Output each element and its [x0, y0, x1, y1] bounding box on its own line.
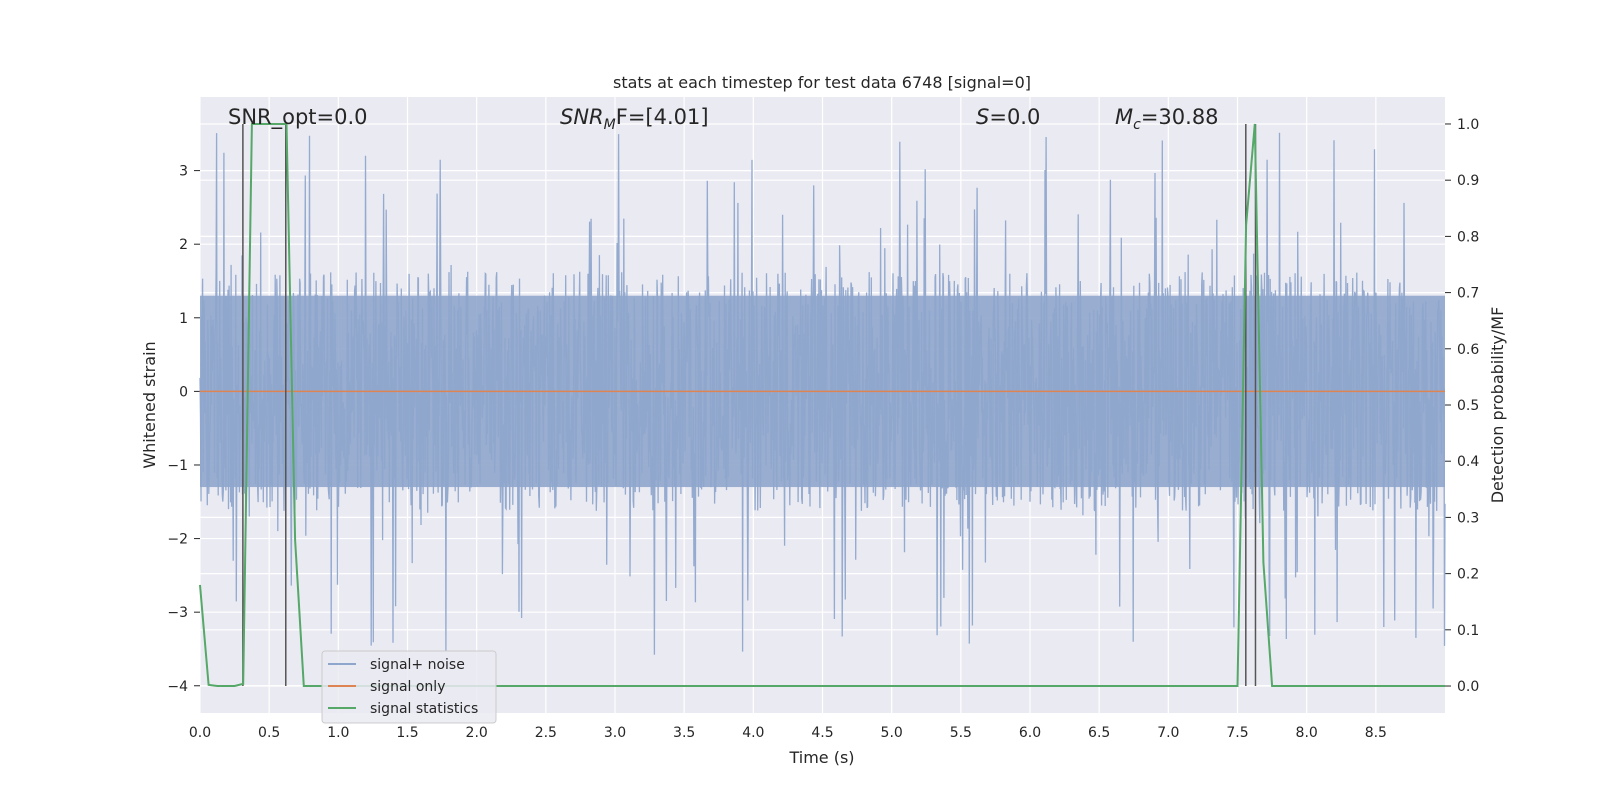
legend-label-signal-statistics: signal statistics: [370, 701, 478, 717]
y-right-tick-label: 0.2: [1457, 567, 1479, 583]
y-right-tick-label: 0.8: [1457, 229, 1479, 245]
legend-box: [321, 650, 497, 724]
y-right-tick-label: 0.6: [1457, 342, 1479, 358]
y-right-tick-label: 0.4: [1457, 454, 1479, 470]
y-tick-label: 0: [179, 384, 188, 400]
y-right-tick-labels: 1.0 0.9 0.8 0.7 0.6 0.5 0.4 0.3 0.2 0.1 0.0: [1457, 117, 1479, 695]
y-tick-label: −2: [167, 532, 188, 548]
y-right-axis-label: Detection probability/MF: [1488, 307, 1507, 504]
x-tick-label: 1.5: [396, 725, 418, 741]
annotation-s: S=0.0: [976, 105, 1040, 129]
x-axis-label: Time (s): [788, 748, 854, 767]
y-right-tick-label: 1.0: [1457, 117, 1479, 133]
x-tick-label: 5.0: [881, 725, 903, 741]
annotation-mc-rest: =30.88: [1141, 105, 1219, 129]
x-tick-label: 5.5: [950, 725, 972, 741]
x-tick-label: 7.0: [1157, 725, 1179, 741]
annotation-snr-mf: SNRMF=[4.01]: [560, 105, 709, 133]
x-tick-label: 0.5: [258, 725, 280, 741]
y-right-tick-label: 0.5: [1457, 398, 1479, 414]
y-right-tick-label: 0.9: [1457, 173, 1479, 189]
annotation-s-italic: S: [976, 105, 989, 129]
y-axis-label: Whitened strain: [140, 341, 159, 468]
y-tick-label: 3: [179, 164, 188, 180]
chart-title: stats at each timestep for test data 674…: [613, 73, 1031, 92]
annotation-mc-sub: c: [1133, 117, 1141, 133]
x-tick-label: 3.0: [604, 725, 626, 741]
x-tick-label: 8.5: [1365, 725, 1387, 741]
x-tick-label: 3.5: [673, 725, 695, 741]
annotation-snr-opt: SNR_opt=0.0: [228, 105, 368, 130]
y-right-tick-label: 0.7: [1457, 286, 1479, 302]
y-right-tick-label: 0.3: [1457, 510, 1479, 526]
x-tick-label: 2.5: [535, 725, 557, 741]
x-tick-label: 2.0: [466, 725, 488, 741]
noise-trace: [199, 132, 1446, 655]
y-tick-label: 2: [179, 237, 188, 253]
legend: signal+ noise signal only signal statist…: [321, 650, 497, 724]
annotation-s-rest: =0.0: [989, 105, 1040, 129]
x-tick-labels: 0.0 0.5 1.0 1.5 2.0 2.5 3.0 3.5 4.0 4.5 5.0 5.5 6.0 6…: [189, 725, 1387, 741]
annotation-mc: Mc=30.88: [1115, 105, 1219, 133]
y-tick-label: −4: [167, 679, 188, 695]
y-right-tick-label: 0.1: [1457, 623, 1479, 639]
y-tick-label: −1: [167, 458, 188, 474]
x-tick-label: 6.5: [1088, 725, 1110, 741]
y-tick-label: −3: [167, 605, 188, 621]
annotation-snr-mf-base: SNR: [560, 105, 604, 129]
legend-label-signal-only: signal only: [370, 679, 445, 695]
x-tick-label: 8.0: [1296, 725, 1318, 741]
annotation-snr-mf-rest: F=[4.01]: [616, 105, 709, 129]
y-tick-label: 1: [179, 311, 188, 327]
signal-statistics-line: [199, 123, 1445, 687]
x-tick-label: 4.0: [742, 725, 764, 741]
annotation-mc-base: M: [1115, 105, 1133, 129]
x-tick-label: 1.0: [327, 725, 349, 741]
x-tick-label: 4.5: [811, 725, 833, 741]
annotation-snr-mf-sub: M: [604, 117, 616, 133]
y-right-tick-label: 0.0: [1457, 679, 1479, 695]
x-tick-label: 0.0: [189, 725, 211, 741]
x-tick-label: 6.0: [1019, 725, 1041, 741]
x-tick-label: 7.5: [1226, 725, 1248, 741]
y-tick-labels: 3 2 1 0 −1 −2 −3 −4: [167, 164, 188, 695]
series-signal-statistics: [199, 123, 1445, 687]
legend-label-signal-noise: signal+ noise: [370, 657, 465, 673]
